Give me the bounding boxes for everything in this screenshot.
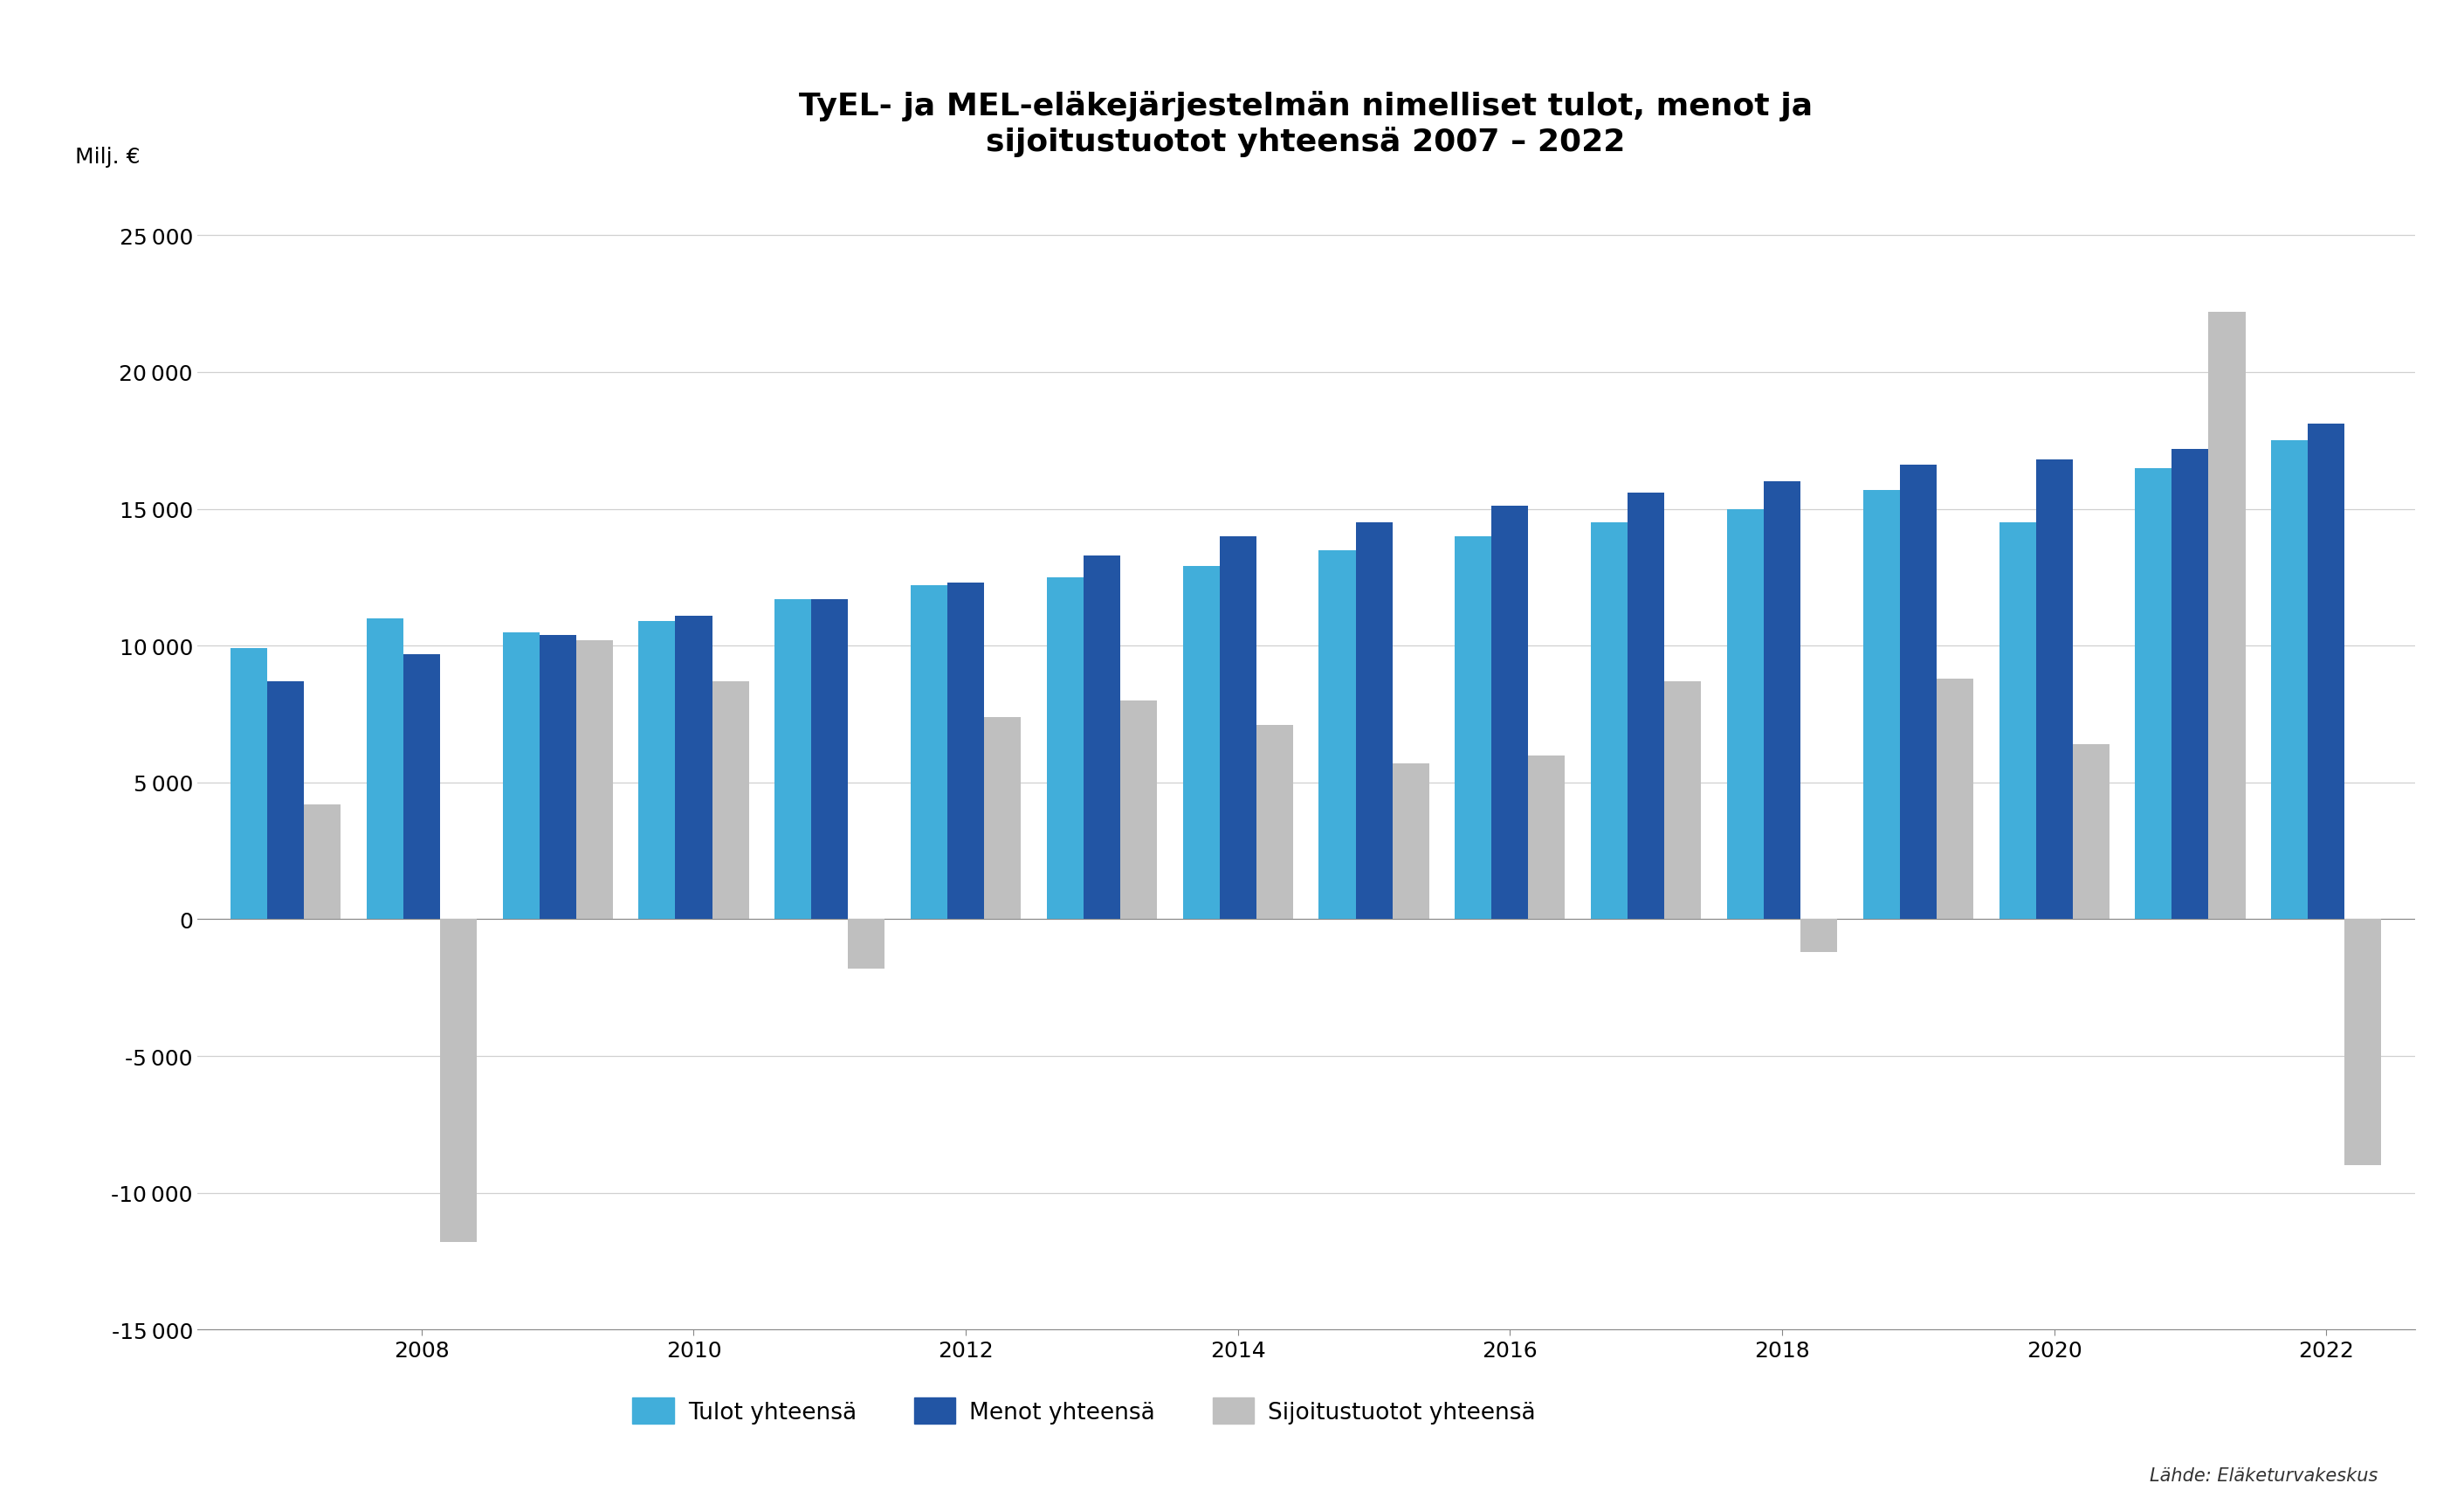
- Bar: [1257, 725, 1294, 920]
- Bar: [983, 718, 1020, 920]
- Bar: [2136, 468, 2171, 920]
- Bar: [503, 633, 540, 920]
- Bar: [1220, 536, 1257, 920]
- Text: Milj. €: Milj. €: [74, 147, 140, 168]
- Bar: [1454, 536, 1491, 920]
- Legend: Tulot yhteensä, Menot yhteensä, Sijoitustuotot yhteensä: Tulot yhteensä, Menot yhteensä, Sijoitus…: [623, 1389, 1545, 1432]
- Bar: [2208, 313, 2245, 920]
- Bar: [1528, 756, 1565, 920]
- Bar: [912, 586, 949, 920]
- Bar: [2272, 441, 2309, 920]
- Bar: [1392, 763, 1429, 920]
- Bar: [774, 600, 811, 920]
- Bar: [1183, 567, 1220, 920]
- Bar: [811, 600, 848, 920]
- Bar: [266, 681, 303, 920]
- Bar: [2309, 425, 2346, 920]
- Bar: [2035, 461, 2072, 920]
- Bar: [1801, 920, 1838, 952]
- Bar: [577, 641, 614, 920]
- Bar: [712, 681, 749, 920]
- Bar: [2346, 920, 2380, 1165]
- Bar: [1121, 701, 1158, 920]
- Bar: [2171, 449, 2208, 920]
- Bar: [367, 620, 404, 920]
- Bar: [2072, 745, 2109, 920]
- Bar: [1318, 550, 1355, 920]
- Bar: [540, 635, 577, 920]
- Bar: [1663, 681, 1700, 920]
- Bar: [1764, 482, 1801, 920]
- Bar: [675, 616, 712, 920]
- Bar: [1047, 577, 1084, 920]
- Bar: [1629, 493, 1663, 920]
- Bar: [1900, 465, 1937, 920]
- Bar: [848, 920, 885, 969]
- Bar: [1727, 509, 1764, 920]
- Bar: [1998, 523, 2035, 920]
- Bar: [1084, 556, 1121, 920]
- Bar: [638, 621, 675, 920]
- Bar: [404, 654, 441, 920]
- Bar: [441, 920, 476, 1242]
- Bar: [1592, 523, 1629, 920]
- Bar: [303, 805, 340, 920]
- Title: TyEL- ja MEL-eläkejärjestelmän nimelliset tulot, menot ja
sijoitustuotot yhteens: TyEL- ja MEL-eläkejärjestelmän nimellise…: [798, 91, 1814, 157]
- Bar: [1863, 490, 1900, 920]
- Bar: [1355, 523, 1392, 920]
- Bar: [232, 648, 266, 920]
- Bar: [949, 583, 983, 920]
- Text: Lähde: Eläketurvakeskus: Lähde: Eläketurvakeskus: [2149, 1466, 2378, 1484]
- Bar: [1491, 506, 1528, 920]
- Bar: [1937, 678, 1974, 920]
